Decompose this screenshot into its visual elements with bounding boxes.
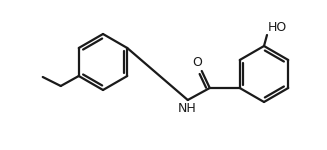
Text: HO: HO	[268, 21, 287, 34]
Text: NH: NH	[177, 102, 196, 115]
Text: O: O	[192, 56, 202, 69]
